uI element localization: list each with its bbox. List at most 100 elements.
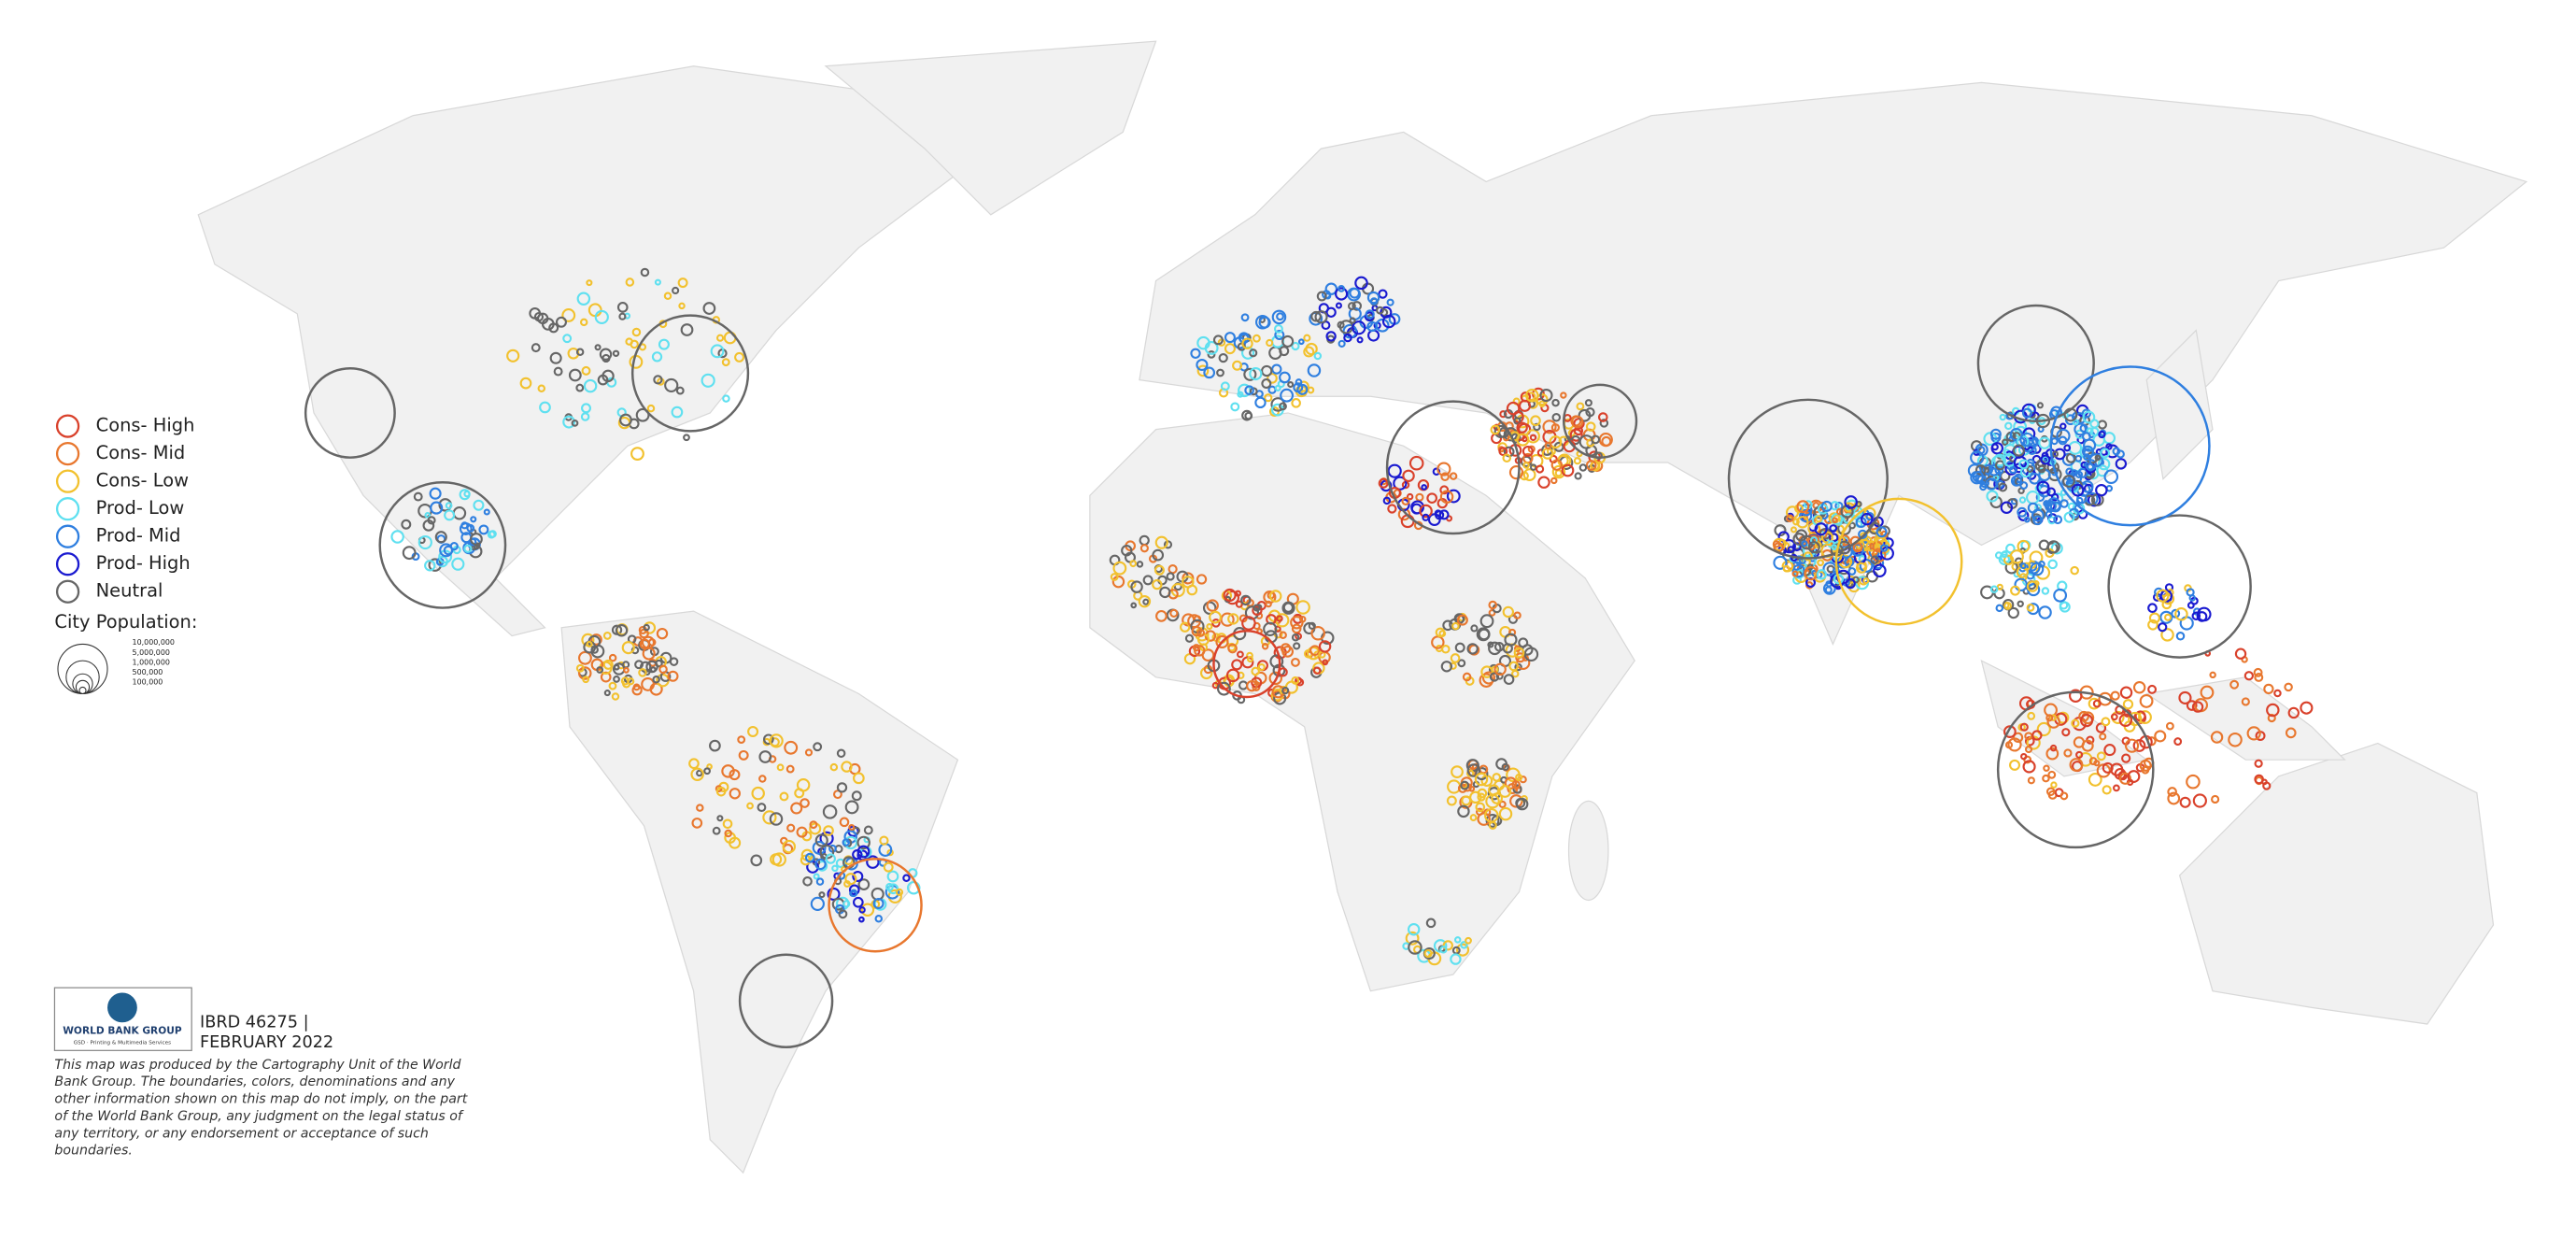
- city-marker: [1591, 434, 1601, 445]
- legend-symbol: [55, 441, 80, 466]
- city-marker: [721, 358, 730, 367]
- city-marker: [2132, 681, 2146, 694]
- city-marker: [2243, 671, 2254, 681]
- city-marker: [1322, 659, 1329, 666]
- city-marker: [1503, 427, 1518, 442]
- city-marker: [1237, 391, 1244, 398]
- city-marker: [1502, 453, 1512, 462]
- city-marker: [842, 900, 851, 908]
- city-marker: [1488, 600, 1497, 610]
- city-marker: [1518, 637, 1529, 648]
- city-marker: [594, 309, 609, 325]
- city-marker: [1316, 291, 1327, 302]
- city-marker: [1291, 676, 1300, 685]
- city-marker: [2046, 497, 2061, 512]
- city-marker: [1513, 647, 1525, 659]
- city-marker: [1252, 605, 1263, 617]
- city-marker: [2246, 726, 2261, 741]
- city-marker: [2074, 422, 2088, 436]
- city-marker: [822, 804, 838, 819]
- city-marker: [1182, 572, 1195, 585]
- city-marker: [2053, 448, 2066, 461]
- city-marker: [887, 883, 899, 895]
- city-marker: [1291, 341, 1300, 351]
- city-marker: [2045, 747, 2059, 761]
- city-marker: [2036, 402, 2044, 409]
- city-marker: [1166, 572, 1175, 581]
- city-marker: [1257, 662, 1266, 672]
- city-marker: [2041, 587, 2050, 595]
- city-marker: [1356, 336, 1364, 344]
- city-marker: [702, 302, 716, 315]
- city-marker: [1203, 366, 1216, 379]
- legend-label: Prod- Low: [96, 497, 185, 519]
- city-marker: [1291, 657, 1300, 667]
- city-marker: [1440, 472, 1450, 481]
- city-marker: [2050, 492, 2059, 502]
- city-marker: [2174, 607, 2188, 621]
- city-marker: [1276, 615, 1283, 622]
- city-marker: [852, 870, 864, 883]
- city-marker: [849, 889, 858, 898]
- city-marker: [2159, 610, 2173, 624]
- city-marker: [618, 312, 627, 320]
- city-marker: [906, 880, 921, 895]
- city-marker: [1979, 483, 1988, 491]
- city-marker: [1485, 793, 1500, 809]
- city-marker: [2118, 713, 2133, 728]
- city-marker: [635, 407, 650, 422]
- city-marker: [715, 786, 727, 797]
- legend-symbol: [55, 497, 80, 521]
- city-marker: [1529, 434, 1537, 442]
- city-marker: [1847, 567, 1857, 576]
- logo-globe: [107, 992, 137, 1023]
- size-label: 100,000: [133, 678, 163, 687]
- city-marker: [866, 855, 880, 869]
- city-marker: [1303, 346, 1315, 358]
- city-marker: [2241, 697, 2250, 706]
- legend-symbol: [55, 579, 80, 604]
- city-marker: [902, 874, 911, 883]
- city-marker: [796, 826, 808, 838]
- city-marker: [2115, 458, 2128, 470]
- city-marker: [1994, 460, 2005, 471]
- city-marker: [1493, 424, 1507, 438]
- city-marker: [1234, 590, 1241, 597]
- city-marker: [1142, 598, 1150, 605]
- city-marker: [886, 870, 899, 883]
- city-marker: [1791, 570, 1799, 577]
- city-marker: [1325, 331, 1337, 342]
- city-marker: [809, 820, 818, 830]
- city-marker: [2031, 508, 2045, 522]
- city-marker: [1243, 367, 1257, 381]
- city-marker: [853, 772, 865, 785]
- logo: WORLD BANK GROUP GSD · Printing & Multim…: [53, 987, 192, 1051]
- city-marker: [1381, 314, 1396, 329]
- city-marker: [1216, 681, 1231, 696]
- city-marker: [434, 531, 447, 544]
- map-date: FEBRUARY 2022: [200, 1033, 333, 1052]
- city-marker: [1457, 804, 1470, 818]
- city-marker: [1466, 643, 1479, 655]
- city-marker: [1451, 621, 1460, 631]
- city-marker: [839, 817, 850, 828]
- city-marker: [1423, 948, 1433, 959]
- city-marker: [1786, 514, 1794, 522]
- city-marker: [630, 646, 640, 655]
- city-marker: [1253, 604, 1261, 612]
- city-marker: [2284, 682, 2293, 692]
- city-marker: [813, 742, 823, 752]
- city-marker: [1155, 610, 1168, 622]
- city-marker: [1435, 627, 1446, 638]
- city-marker: [1488, 641, 1502, 656]
- south-america: [560, 610, 959, 1174]
- city-marker: [751, 786, 765, 801]
- city-marker: [827, 887, 841, 901]
- city-marker: [2059, 422, 2067, 430]
- city-marker: [883, 861, 894, 873]
- city-marker: [2059, 601, 2071, 613]
- large-city-marker: [1727, 398, 1889, 560]
- city-marker: [1271, 685, 1285, 699]
- city-marker: [561, 308, 576, 322]
- city-marker: [1861, 512, 1874, 526]
